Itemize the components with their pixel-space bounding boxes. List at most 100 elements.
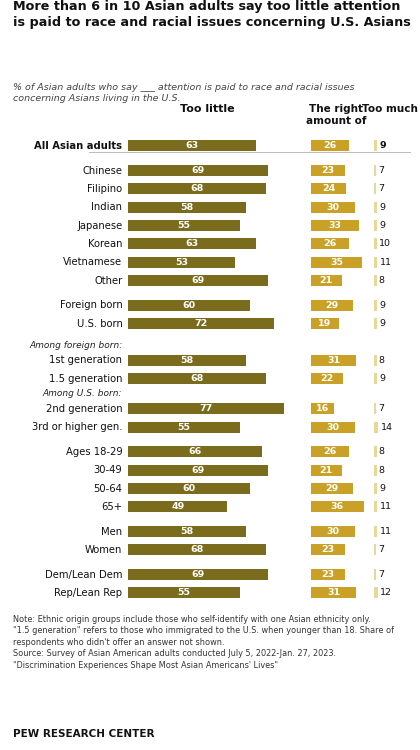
Text: 7: 7 xyxy=(378,545,385,554)
Text: 9: 9 xyxy=(379,202,385,211)
Bar xyxy=(128,238,256,250)
Bar xyxy=(311,238,349,250)
Bar xyxy=(128,483,249,494)
Bar xyxy=(311,300,354,310)
Text: 55: 55 xyxy=(177,423,190,432)
Text: 3rd or higher gen.: 3rd or higher gen. xyxy=(32,422,123,432)
Text: 49: 49 xyxy=(171,503,184,512)
Bar xyxy=(128,446,262,458)
Text: 7: 7 xyxy=(378,570,385,579)
Text: Foreign born: Foreign born xyxy=(60,300,123,310)
Bar xyxy=(128,140,256,152)
Bar xyxy=(374,220,377,231)
Bar xyxy=(374,140,377,152)
Text: Dem/Lean Dem: Dem/Lean Dem xyxy=(45,569,123,580)
Text: 24: 24 xyxy=(322,184,335,194)
Bar xyxy=(311,483,354,494)
Text: 9: 9 xyxy=(379,301,385,310)
Bar xyxy=(311,318,339,329)
Bar xyxy=(311,275,342,286)
Bar xyxy=(128,256,236,268)
Bar xyxy=(128,404,284,414)
Bar xyxy=(311,446,349,458)
Text: Other: Other xyxy=(94,275,123,286)
Bar xyxy=(374,465,377,476)
Bar xyxy=(311,587,357,598)
Bar xyxy=(374,569,376,580)
Text: 72: 72 xyxy=(194,319,207,328)
Text: PEW RESEARCH CENTER: PEW RESEARCH CENTER xyxy=(13,729,154,739)
Bar xyxy=(128,526,246,537)
Text: Indian: Indian xyxy=(92,202,123,212)
Text: 55: 55 xyxy=(177,221,190,230)
Bar xyxy=(128,275,268,286)
Bar xyxy=(311,355,357,366)
Bar xyxy=(374,587,378,598)
Text: Among foreign born:: Among foreign born: xyxy=(29,340,123,350)
Text: Vietnamese: Vietnamese xyxy=(63,257,123,267)
Text: U.S. born: U.S. born xyxy=(76,319,123,328)
Bar xyxy=(311,220,359,231)
Bar xyxy=(128,373,266,384)
Text: 68: 68 xyxy=(190,184,204,194)
Text: 9: 9 xyxy=(379,484,385,493)
Bar xyxy=(311,404,334,414)
Text: 63: 63 xyxy=(185,142,199,151)
Text: More than 6 in 10 Asian adults say too little attention
is paid to race and raci: More than 6 in 10 Asian adults say too l… xyxy=(13,0,410,29)
Text: 12: 12 xyxy=(380,589,392,598)
Text: 35: 35 xyxy=(330,258,343,267)
Text: 69: 69 xyxy=(192,276,205,285)
Bar xyxy=(374,238,377,250)
Bar xyxy=(311,184,346,194)
Text: The right
amount of: The right amount of xyxy=(306,104,367,125)
Bar xyxy=(311,202,355,213)
Bar xyxy=(374,165,376,176)
Text: % of Asian adults who say ___ attention is paid to race and racial issues
concer: % of Asian adults who say ___ attention … xyxy=(13,82,354,103)
Text: 11: 11 xyxy=(380,527,392,536)
Text: 26: 26 xyxy=(323,447,337,456)
Text: 69: 69 xyxy=(192,570,205,579)
Bar xyxy=(311,465,342,476)
Text: 63: 63 xyxy=(185,239,199,248)
Text: 23: 23 xyxy=(321,570,334,579)
Text: Chinese: Chinese xyxy=(82,166,123,176)
Text: 30-49: 30-49 xyxy=(94,465,123,476)
Text: 23: 23 xyxy=(321,545,334,554)
Bar xyxy=(311,501,364,512)
Text: Filipino: Filipino xyxy=(87,184,123,194)
Bar xyxy=(128,165,268,176)
Bar xyxy=(374,256,378,268)
Text: 8: 8 xyxy=(379,466,385,475)
Bar xyxy=(374,184,376,194)
Bar xyxy=(128,587,239,598)
Bar xyxy=(374,202,377,213)
Text: 8: 8 xyxy=(379,276,385,285)
Text: 31: 31 xyxy=(327,589,340,598)
Bar xyxy=(374,483,377,494)
Bar xyxy=(128,300,249,310)
Bar xyxy=(374,275,377,286)
Text: All Asian adults: All Asian adults xyxy=(34,141,123,151)
Bar xyxy=(128,544,266,555)
Bar xyxy=(374,526,378,537)
Bar xyxy=(128,465,268,476)
Bar xyxy=(374,422,378,433)
Bar xyxy=(311,373,343,384)
Text: Men: Men xyxy=(101,526,123,536)
Text: Rep/Lean Rep: Rep/Lean Rep xyxy=(55,588,123,598)
Text: 66: 66 xyxy=(188,447,202,456)
Text: 77: 77 xyxy=(200,404,213,413)
Bar xyxy=(311,526,355,537)
Text: 26: 26 xyxy=(323,239,337,248)
Text: 7: 7 xyxy=(378,166,385,176)
Text: Too much: Too much xyxy=(362,104,418,113)
Bar xyxy=(374,446,377,458)
Text: 58: 58 xyxy=(180,527,194,536)
Bar xyxy=(128,202,246,213)
Bar xyxy=(128,318,274,329)
Text: Korean: Korean xyxy=(88,239,123,249)
Bar xyxy=(311,422,355,433)
Bar xyxy=(374,544,376,555)
Text: 69: 69 xyxy=(192,466,205,475)
Bar xyxy=(374,404,376,414)
